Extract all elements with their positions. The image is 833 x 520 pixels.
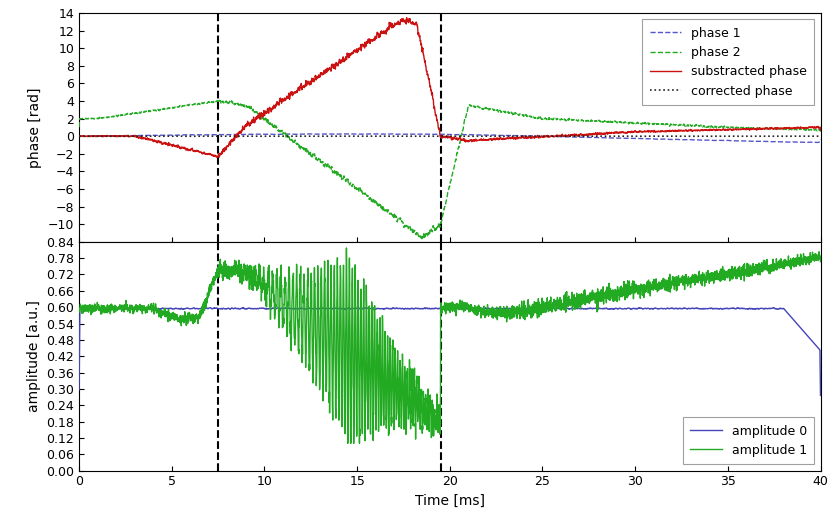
Line: phase 1: phase 1 — [79, 134, 821, 142]
corrected phase — [816, 133, 826, 139]
phase 1 — [392, 131, 402, 137]
corrected phase — [756, 133, 766, 139]
amplitude 1 — [816, 258, 826, 265]
X-axis label: Time [ms]: Time [ms] — [415, 494, 485, 508]
substracted phase — [613, 130, 623, 136]
substracted phase — [212, 154, 222, 160]
phase 1 — [344, 131, 354, 137]
substracted phase — [386, 21, 396, 27]
phase 1 — [613, 135, 623, 141]
Line: amplitude 1: amplitude 1 — [79, 248, 821, 444]
phase 2 — [416, 236, 426, 242]
corrected phase — [105, 133, 115, 139]
amplitude 0 — [613, 306, 623, 312]
phase 2 — [613, 119, 623, 125]
amplitude 0 — [816, 392, 826, 398]
phase 2 — [793, 126, 803, 133]
Line: substracted phase: substracted phase — [79, 18, 821, 157]
amplitude 1 — [342, 440, 352, 447]
amplitude 1 — [342, 245, 352, 251]
amplitude 0 — [74, 386, 84, 393]
amplitude 0 — [756, 305, 766, 311]
amplitude 0 — [392, 305, 402, 311]
amplitude 0 — [793, 322, 803, 328]
corrected phase — [392, 133, 402, 139]
amplitude 0 — [386, 306, 396, 312]
corrected phase — [793, 133, 803, 139]
phase 2 — [756, 125, 766, 132]
substracted phase — [392, 21, 402, 27]
substracted phase — [402, 15, 412, 21]
substracted phase — [756, 126, 766, 132]
corrected phase — [530, 133, 540, 139]
amplitude 1 — [426, 412, 436, 418]
amplitude 1 — [793, 260, 803, 266]
phase 2 — [74, 124, 84, 131]
substracted phase — [793, 124, 803, 131]
phase 2 — [816, 129, 826, 135]
phase 1 — [74, 133, 84, 139]
corrected phase — [74, 133, 84, 139]
substracted phase — [816, 127, 826, 134]
amplitude 1 — [756, 263, 766, 269]
phase 2 — [426, 227, 436, 233]
phase 1 — [426, 131, 436, 137]
phase 2 — [386, 210, 396, 216]
amplitude 1 — [386, 411, 396, 417]
amplitude 0 — [238, 304, 248, 310]
amplitude 0 — [426, 305, 436, 311]
Y-axis label: phase [rad]: phase [rad] — [28, 87, 42, 167]
amplitude 1 — [392, 388, 402, 395]
substracted phase — [426, 92, 436, 98]
Legend: amplitude 0, amplitude 1: amplitude 0, amplitude 1 — [683, 417, 814, 464]
phase 1 — [793, 139, 803, 145]
Y-axis label: amplitude [a.u.]: amplitude [a.u.] — [27, 300, 41, 412]
amplitude 1 — [74, 306, 84, 313]
corrected phase — [426, 133, 436, 139]
amplitude 1 — [613, 290, 623, 296]
phase 1 — [816, 136, 826, 142]
Line: phase 2: phase 2 — [79, 100, 821, 239]
Legend: phase 1, phase 2, substracted phase, corrected phase: phase 1, phase 2, substracted phase, cor… — [642, 19, 814, 105]
phase 1 — [812, 139, 822, 146]
phase 2 — [392, 215, 402, 221]
Line: amplitude 0: amplitude 0 — [79, 307, 821, 395]
phase 2 — [214, 97, 224, 103]
phase 1 — [756, 138, 766, 145]
corrected phase — [613, 133, 623, 139]
substracted phase — [74, 133, 84, 139]
corrected phase — [386, 133, 396, 139]
phase 1 — [386, 131, 396, 137]
